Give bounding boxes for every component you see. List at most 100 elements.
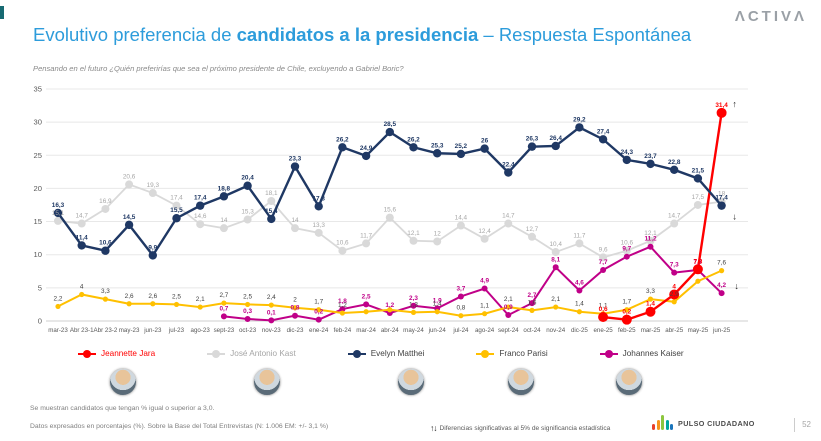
data-label: 9,7 [622, 246, 631, 253]
data-label: 2,7 [219, 292, 228, 299]
x-axis-tick: abr-24 [381, 327, 399, 334]
data-point [126, 301, 132, 307]
data-point [363, 301, 370, 308]
data-point [410, 309, 417, 315]
y-axis-tick: 30 [34, 118, 42, 127]
data-point [148, 251, 157, 260]
pulso-bars-icon [652, 414, 673, 430]
data-point [482, 311, 488, 317]
data-label: 14,6 [194, 213, 207, 220]
data-point [671, 269, 678, 276]
data-label: 2,1 [551, 296, 560, 303]
data-point [647, 243, 654, 250]
data-point [339, 310, 345, 316]
x-axis-tick: may-24 [403, 327, 424, 334]
data-label: 22,8 [668, 159, 681, 166]
data-label: 10,4 [549, 241, 562, 248]
data-point [598, 135, 608, 144]
legend-marker-icon [78, 349, 96, 358]
x-axis-tick: ago-23 [191, 327, 211, 334]
data-label: 12,1 [644, 230, 657, 237]
data-point [101, 204, 110, 213]
data-label: 14,7 [502, 213, 515, 220]
data-label: 17,5 [692, 194, 705, 201]
data-label: 1,2 [385, 302, 394, 309]
legend-item-josé-antonio-kast: José Antonio Kast [207, 349, 296, 358]
data-label: 3,7 [456, 285, 465, 292]
data-label: 9,9 [148, 244, 157, 251]
data-point [623, 253, 630, 260]
data-point [385, 127, 394, 137]
data-point [101, 246, 110, 255]
data-label: 4 [672, 283, 676, 290]
data-point [77, 219, 86, 228]
data-label: 17,3 [312, 195, 325, 202]
pulso-ciudadano-logo: PULSO CIUDADANO [652, 414, 755, 430]
data-label: 20,6 [123, 173, 136, 180]
data-point [290, 162, 300, 171]
data-label: 13,3 [312, 222, 325, 229]
data-label: 31,4 [715, 102, 728, 109]
data-label: 10,6 [621, 240, 634, 247]
data-point [433, 237, 442, 246]
x-axis-tick: jun-23 [143, 327, 162, 334]
data-label: 11,4 [76, 234, 89, 241]
data-label: 15,5 [170, 207, 183, 214]
data-label: 1,1 [480, 303, 489, 310]
candidate-avatar-jeannette-jara [109, 368, 137, 396]
x-axis-tick: jun-25 [712, 327, 731, 334]
x-axis-tick: mar-23 [48, 327, 68, 334]
legend-item-johannes-kaiser: Johannes Kaiser [599, 349, 684, 358]
x-axis-tick: dic-23 [287, 327, 304, 334]
data-label: 1,1 [599, 303, 608, 310]
data-label: 1,4 [575, 301, 584, 308]
legend-item-franco-parisi: Franco Parisi [476, 349, 548, 358]
data-label: 18 [718, 191, 726, 198]
x-axis-tick: nov-23 [262, 327, 281, 334]
data-point [622, 246, 631, 255]
data-point [645, 306, 656, 317]
data-label: 2,5 [243, 293, 252, 300]
data-label: 14 [291, 217, 299, 224]
data-label: 14 [220, 217, 228, 224]
data-point [576, 309, 583, 315]
data-label: 2,2 [54, 295, 63, 302]
footnote-threshold: Se muestran candidatos que tengan % igua… [30, 405, 215, 412]
data-label: 11,7 [573, 232, 585, 239]
legend-item-jeannette-jara: Jeannette Jara [78, 349, 155, 358]
legend-marker-icon [347, 349, 366, 358]
data-point [576, 287, 583, 294]
data-point [669, 289, 680, 300]
significance-note: ↑↓ Diferencias significativas al 5% de s… [430, 423, 610, 433]
data-point [551, 248, 560, 257]
x-axis-tick: oct-23 [239, 327, 257, 334]
data-point [621, 314, 632, 325]
data-label: 17,4 [170, 195, 183, 202]
y-axis-tick: 10 [34, 250, 42, 259]
data-label: 4,6 [575, 280, 584, 287]
data-point [622, 155, 631, 165]
data-label: 12,1 [407, 230, 420, 237]
data-point [268, 317, 275, 324]
data-label: 7,3 [670, 262, 679, 269]
data-point [551, 141, 560, 151]
data-point [387, 307, 393, 313]
series-line-franco-parisi [55, 268, 725, 319]
data-point [267, 196, 276, 205]
data-label: 20,4 [241, 175, 254, 182]
activa-logo: ΛCTIVΛ [734, 8, 807, 25]
data-point [172, 214, 181, 223]
data-point [457, 293, 464, 300]
data-point [77, 241, 86, 250]
data-point [646, 159, 655, 169]
title-suffix: – Respuesta Espontánea [478, 24, 692, 45]
data-label: 0,7 [219, 305, 228, 312]
series-line-jeannette-jara [598, 107, 727, 325]
data-label: 2 [293, 297, 297, 304]
data-label: 2,6 [148, 293, 157, 300]
data-point [693, 174, 703, 183]
data-point [150, 301, 156, 307]
x-axis-tick: feb-24 [334, 327, 352, 334]
x-axis-tick: dic-25 [571, 327, 588, 334]
